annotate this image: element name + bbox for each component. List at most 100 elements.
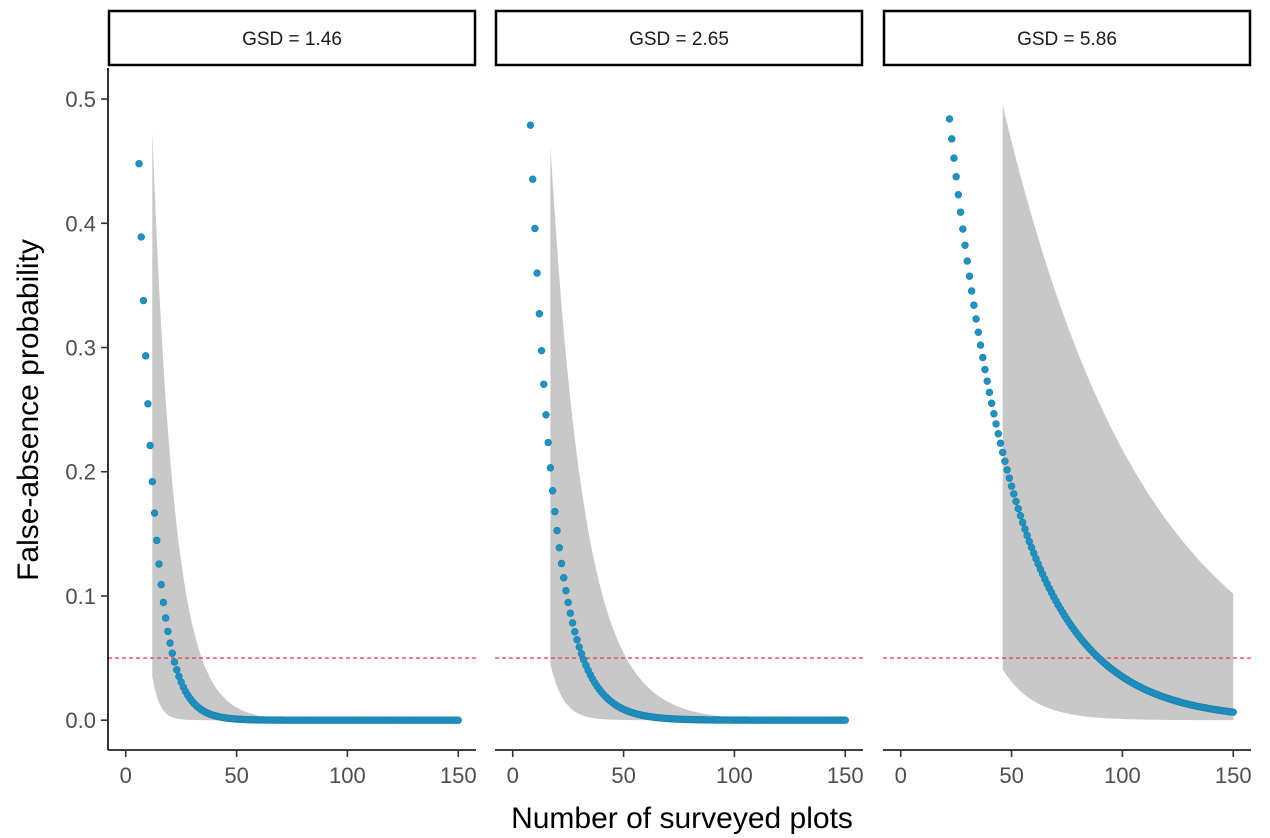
data-point: [981, 365, 989, 374]
data-point: [959, 225, 967, 233]
data-point: [153, 536, 161, 545]
data-point: [141, 352, 150, 360]
x-axis-title: Number of surveyed plots: [511, 802, 853, 835]
data-point: [999, 448, 1007, 457]
data-point: [560, 574, 568, 582]
data-point: [1014, 504, 1022, 513]
data-point: [948, 135, 956, 143]
data-point: [526, 121, 535, 129]
data-point: [1023, 531, 1031, 540]
x-tick-label: 0: [507, 763, 519, 788]
panel-strip: [494, 9, 864, 67]
data-point: [1001, 457, 1009, 465]
data-point: [555, 544, 563, 552]
data-point: [1021, 525, 1029, 533]
data-point: [533, 269, 541, 277]
data-point: [992, 420, 1000, 428]
data-point: [983, 377, 991, 385]
data-point: [168, 649, 176, 657]
y-axis-title: False-absence probability: [12, 239, 45, 581]
data-point: [548, 487, 557, 495]
data-point: [557, 559, 566, 568]
y-tick-label: 0.3: [65, 336, 96, 361]
data-point: [173, 666, 181, 674]
panel-3: GSD = 5.86 0 50 100 150: [882, 9, 1252, 788]
data-point: [1229, 708, 1237, 716]
data-point: [571, 628, 579, 636]
data-point: [540, 380, 548, 388]
data-point: [994, 430, 1002, 438]
panel-strip-label: GSD = 1.46: [242, 29, 342, 50]
data-point: [150, 509, 159, 517]
data-point: [159, 598, 168, 607]
x-tick-label: 100: [716, 763, 753, 788]
data-point: [164, 627, 172, 636]
x-tick-label: 0: [895, 763, 907, 788]
confidence-ribbon: [550, 145, 846, 721]
panel-strip-label: GSD = 2.65: [629, 29, 729, 50]
data-point: [952, 173, 960, 181]
data-point: [139, 296, 148, 305]
data-point: [987, 399, 996, 407]
y-tick-label: 0.1: [65, 584, 96, 609]
data-point: [961, 241, 969, 249]
data-point: [537, 346, 546, 355]
data-point: [954, 191, 963, 199]
data-point: [967, 287, 976, 295]
data-point: [976, 341, 985, 349]
data-point: [1010, 490, 1018, 498]
data-point: [135, 159, 143, 168]
data-point: [1012, 497, 1020, 506]
data-point: [170, 658, 179, 666]
data-point: [950, 154, 958, 162]
data-point: [566, 609, 575, 617]
data-point: [568, 619, 577, 627]
data-point: [544, 438, 552, 447]
data-point: [1005, 474, 1014, 482]
data-point: [575, 643, 583, 651]
data-point: [562, 586, 570, 595]
panel-strip: [882, 9, 1252, 67]
y-tick-label: 0.0: [65, 708, 96, 733]
x-tick-label: 50: [999, 763, 1023, 788]
data-point: [985, 388, 994, 397]
data-point: [542, 411, 550, 419]
data-point: [144, 400, 152, 408]
x-tick-label: 100: [329, 763, 366, 788]
data-point: [972, 315, 980, 323]
data-point: [146, 441, 154, 450]
data-point: [1016, 511, 1025, 520]
data-point: [965, 272, 974, 280]
data-point: [974, 328, 983, 336]
x-tick-label: 0: [120, 763, 132, 788]
panel-strip-label: GSD = 5.86: [1017, 29, 1117, 50]
data-point: [535, 310, 544, 318]
panel-2: GSD = 2.65 0 50 100 150: [494, 9, 864, 788]
data-point: [166, 639, 174, 647]
data-point: [996, 439, 1005, 447]
data-point: [157, 580, 165, 589]
panel-1: GSD = 1.46 0 50 100 150: [107, 9, 477, 788]
x-tick-label: 50: [611, 763, 635, 788]
data-point: [564, 598, 572, 607]
data-point: [454, 716, 462, 724]
y-tick-label: 0.5: [65, 87, 96, 112]
y-tick-label: 0.2: [65, 460, 96, 485]
data-point: [1003, 466, 1011, 474]
data-point: [1007, 482, 1016, 490]
x-tick-label: 50: [224, 763, 248, 788]
data-point: [573, 636, 581, 644]
y-tick-label: 0.4: [65, 211, 96, 236]
confidence-ribbon: [1002, 105, 1234, 721]
data-point: [956, 208, 965, 216]
data-point: [553, 526, 561, 535]
data-point: [970, 301, 978, 309]
x-tick-label: 150: [827, 763, 864, 788]
confidence-ribbon: [152, 131, 459, 721]
x-tick-label: 150: [1215, 763, 1252, 788]
data-point: [1018, 518, 1027, 527]
data-point: [546, 464, 555, 472]
data-point: [161, 614, 170, 622]
